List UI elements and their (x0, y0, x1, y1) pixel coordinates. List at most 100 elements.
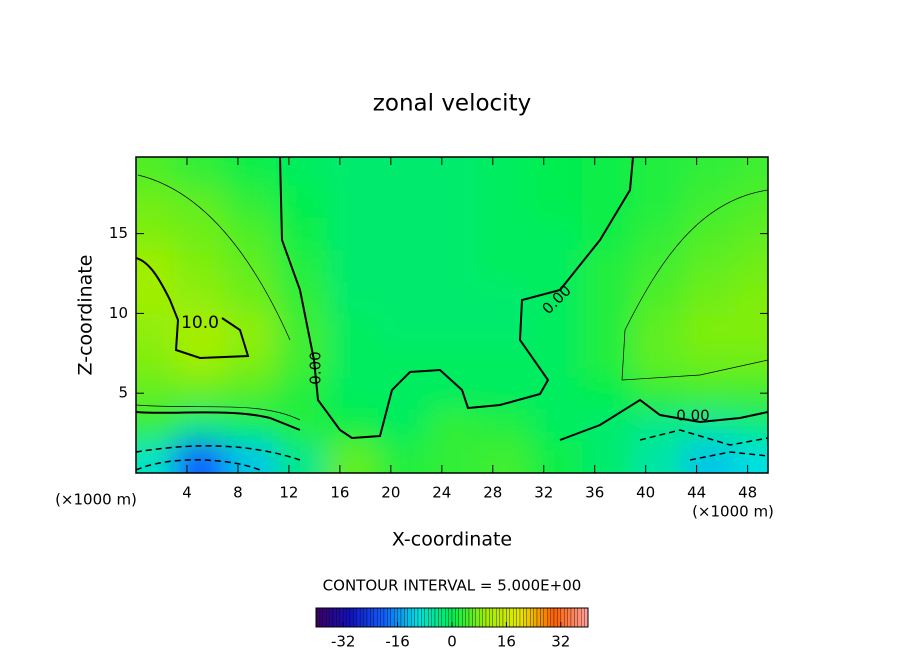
field-cell (480, 313, 532, 346)
field-cell (225, 249, 277, 282)
colorbar-bin (377, 607, 381, 628)
colorbar-bin (448, 607, 453, 628)
colorbar-bin (506, 607, 510, 628)
field-cell (581, 377, 634, 410)
colorbar-bin (475, 607, 480, 628)
field-cell (581, 313, 634, 346)
field-cell (327, 441, 379, 473)
x-tick-label: 24 (432, 484, 451, 502)
colorbar-bin (332, 607, 337, 628)
colorbar-bin (394, 607, 398, 628)
colorbar-bin (567, 607, 572, 628)
y-tick-label: 10 (109, 304, 128, 322)
colorbar-bin (370, 607, 374, 628)
field-cell (174, 345, 226, 378)
field-cell (581, 281, 634, 314)
field-cell (429, 249, 481, 282)
colorbar-bin (336, 607, 340, 628)
field (136, 157, 768, 473)
field-cell (480, 249, 532, 282)
field-cell (429, 217, 481, 251)
field-cell (683, 185, 736, 219)
colorbar-bin (417, 607, 422, 628)
field-cell (327, 217, 379, 251)
field-cell (531, 409, 583, 442)
field-cell (276, 185, 328, 219)
field-cell (531, 217, 583, 251)
colorbar-tick-label: 0 (447, 633, 457, 651)
contour-label-group: 10.0 0.00 0.00 0.00 (181, 281, 710, 424)
field-cell (734, 377, 768, 410)
colorbar-tick-label: 32 (551, 633, 570, 651)
contour-label: 10.0 (181, 313, 219, 333)
field-cell (136, 185, 175, 219)
colorbar-bin (570, 607, 575, 628)
field-cell (531, 249, 583, 282)
contour-ten (136, 257, 250, 360)
footer: CONTOUR INTERVAL = 5.000E+00 (323, 577, 582, 595)
field-cell (581, 441, 634, 473)
field-cell (683, 377, 736, 410)
colorbar-bin (414, 607, 419, 628)
colorbar-bin (574, 607, 578, 628)
colorbar-bin (530, 607, 534, 628)
colorbar-tick-label: -32 (331, 633, 356, 651)
field-cell (174, 441, 226, 473)
colorbar-bin (400, 607, 405, 628)
contour-label: 0.00 (307, 351, 325, 384)
colorbar-tick-label: -16 (385, 633, 410, 651)
colorbar-bin (319, 607, 323, 628)
colorbar-bin (547, 607, 551, 628)
field-cell (174, 217, 226, 251)
colorbar-bin (523, 607, 527, 628)
field-cell (378, 313, 430, 346)
field-cell (327, 345, 379, 378)
colorbar-bin (434, 607, 439, 628)
colorbar-bin (445, 607, 449, 628)
colorbar-bin (499, 607, 504, 628)
field-cell (174, 157, 226, 187)
field-cell (683, 249, 736, 282)
field-cell (632, 313, 685, 346)
field-cell (429, 281, 481, 314)
field-cell (136, 345, 175, 378)
colorbar-bin (584, 607, 589, 628)
x-unit-label: (×1000 m) (692, 503, 774, 521)
field-cell (276, 345, 328, 378)
field-cell (480, 217, 532, 251)
field-cell (480, 409, 532, 442)
colorbar-bin (329, 607, 334, 628)
colorbar-bin (397, 607, 402, 628)
field-cell (225, 313, 277, 346)
colorbar-bin (526, 607, 531, 628)
field-cell (480, 157, 532, 187)
colorbar-bin (513, 607, 517, 628)
colorbar-bin (489, 607, 493, 628)
colorbar-bin (577, 607, 582, 628)
colorbar-bin (424, 607, 429, 628)
colorbar-bin (428, 607, 432, 628)
colorbar-bin (387, 607, 391, 628)
field-cell (683, 217, 736, 251)
field-cell (174, 281, 226, 314)
colorbar-bin (533, 607, 538, 628)
colorbar-bin (421, 607, 425, 628)
field-cell (734, 313, 768, 346)
field-cell (429, 345, 481, 378)
x-tick-label: 12 (279, 484, 298, 502)
y-axis-title: Z-coordinate (75, 255, 97, 376)
field-cell (480, 377, 532, 410)
field-cell (683, 345, 736, 378)
field-cell (429, 441, 481, 473)
field-cell (225, 217, 277, 251)
colorbar-bin (363, 607, 368, 628)
field-cell (683, 157, 736, 187)
contour-zero-low (136, 398, 768, 441)
field-cell (174, 249, 226, 282)
field-cell (378, 281, 430, 314)
field-cell (734, 157, 768, 187)
field-cell (327, 249, 379, 282)
field-cell (136, 441, 175, 473)
colorbar: -32 -16 0 16 32 (315, 607, 589, 651)
field-cell (632, 345, 685, 378)
